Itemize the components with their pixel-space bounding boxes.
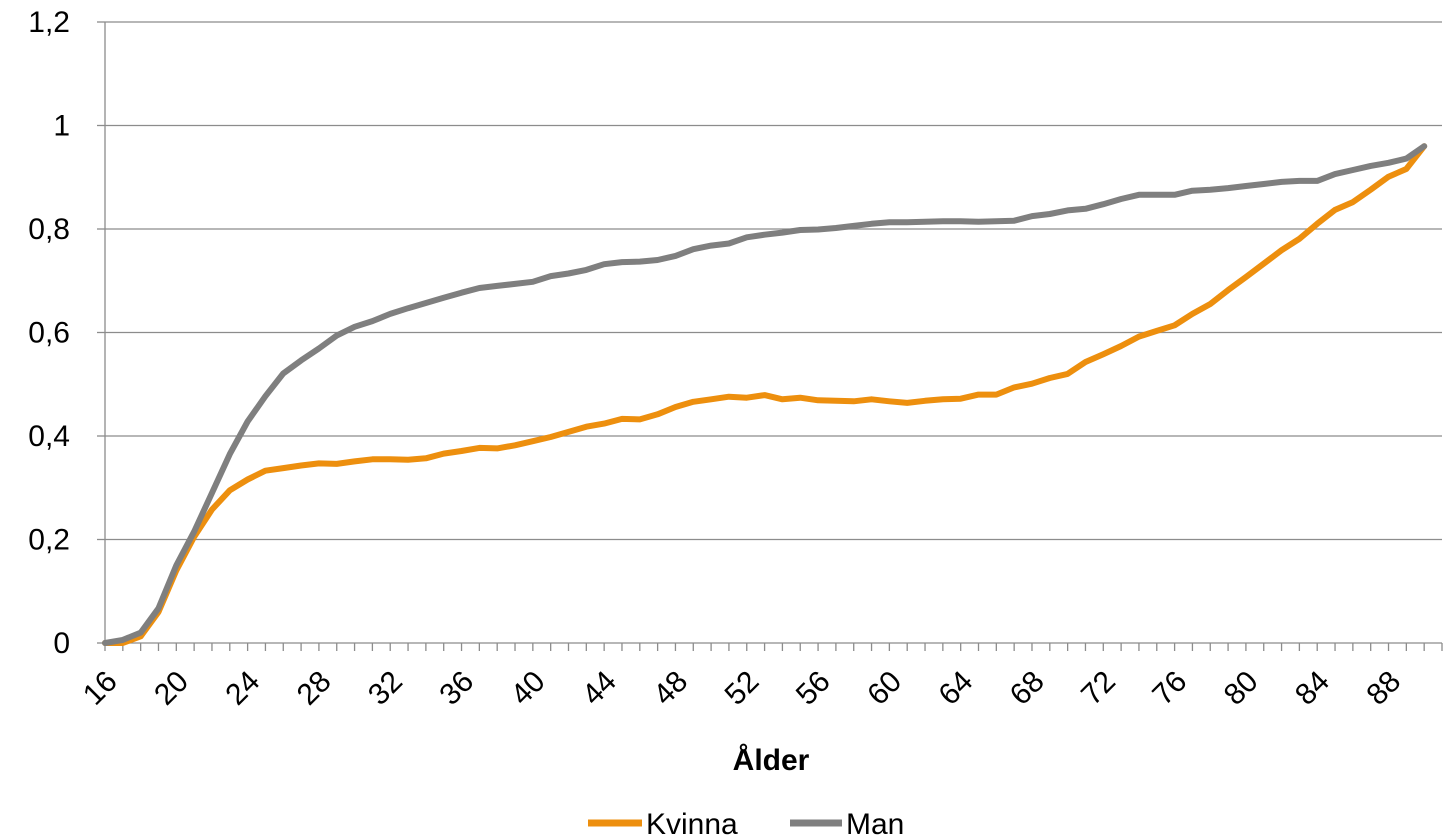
x-tick-label: 48 xyxy=(647,665,694,712)
x-tick-label: 28 xyxy=(291,665,338,712)
x-tick-label: 84 xyxy=(1289,665,1336,712)
x-tick-label: 44 xyxy=(576,665,623,712)
series-lines xyxy=(102,143,1428,646)
x-tick-label: 60 xyxy=(861,665,908,712)
series-line-man xyxy=(102,143,1428,646)
gridlines xyxy=(105,21,1442,541)
x-tick-label: 76 xyxy=(1146,665,1193,712)
x-tick-label: 64 xyxy=(932,665,979,712)
x-tick-label: 16 xyxy=(77,665,124,712)
x-tick-label: 36 xyxy=(433,665,480,712)
x-axis-label: Ålder xyxy=(733,744,810,777)
y-tick-label: 0,8 xyxy=(28,213,70,246)
y-tick-label: 1,2 xyxy=(28,6,70,39)
legend-label-kvinna: Kvinna xyxy=(646,808,738,839)
x-tick-label: 88 xyxy=(1360,665,1407,712)
x-tick-label: 40 xyxy=(505,665,552,712)
legend-label-man: Man xyxy=(846,808,904,839)
y-tick-label: 1 xyxy=(53,110,70,143)
x-tick-label: 56 xyxy=(790,665,837,712)
y-tick-label: 0,4 xyxy=(28,420,70,453)
x-tick-label: 32 xyxy=(362,665,409,712)
y-axis-ticks: 0 0,2 0,4 0,6 0,8 1 1,2 xyxy=(28,6,105,660)
x-tick-label: 52 xyxy=(719,665,766,712)
y-tick-label: 0,6 xyxy=(28,317,70,350)
x-tick-label: 72 xyxy=(1075,665,1122,712)
x-tick-label: 80 xyxy=(1218,665,1265,712)
y-tick-label: 0,2 xyxy=(28,524,70,557)
x-tick-label: 20 xyxy=(148,665,195,712)
x-tick-label: 24 xyxy=(219,665,266,712)
x-axis-ticks: 16 20 24 28 32 36 40 44 48 52 56 60 64 68 72 76 80 84 88 xyxy=(77,643,1443,712)
y-tick-label: 0 xyxy=(53,627,70,660)
legend: Kvinna Man xyxy=(588,808,904,839)
series-line-kvinna xyxy=(102,143,1428,646)
x-tick-label: 68 xyxy=(1004,665,1051,712)
